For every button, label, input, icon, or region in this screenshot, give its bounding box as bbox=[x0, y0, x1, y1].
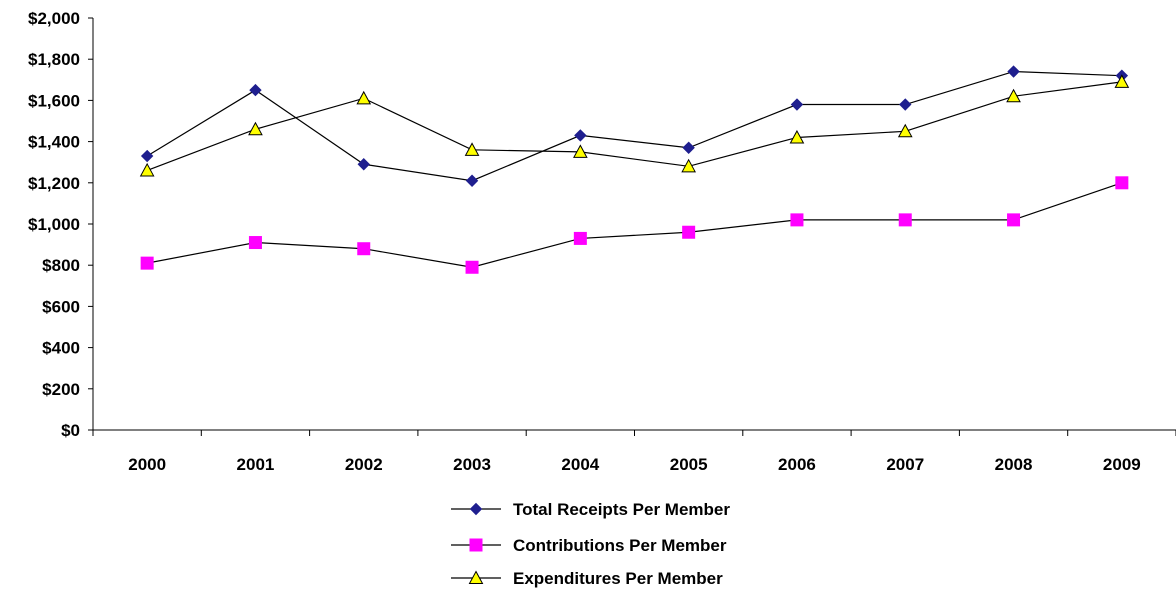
series-line bbox=[146, 70, 1122, 182]
y-tick-label: $600 bbox=[42, 297, 80, 316]
data-point bbox=[357, 158, 370, 171]
series-total-receipts-per-member bbox=[140, 65, 1129, 187]
data-point bbox=[682, 141, 695, 154]
series-expenditures-per-member bbox=[139, 74, 1130, 177]
y-tick-label: $200 bbox=[42, 380, 80, 399]
y-tick-label: $1,600 bbox=[28, 91, 80, 110]
legend-item: Expenditures Per Member bbox=[451, 569, 723, 588]
x-tick-label: 2000 bbox=[128, 455, 166, 474]
data-point bbox=[248, 121, 263, 136]
data-point bbox=[573, 231, 587, 245]
x-tick-label: 2005 bbox=[670, 455, 708, 474]
legend: Total Receipts Per Member Contributions P… bbox=[451, 500, 730, 588]
legend-item: Contributions Per Member bbox=[451, 536, 727, 555]
legend-marker-icon bbox=[469, 502, 483, 516]
data-point bbox=[1006, 88, 1021, 103]
legend-label: Expenditures Per Member bbox=[513, 569, 723, 588]
y-tick-label: $800 bbox=[42, 256, 80, 275]
x-tick-label: 2001 bbox=[237, 455, 275, 474]
x-tick-label: 2004 bbox=[561, 455, 599, 474]
x-tick-label: 2009 bbox=[1103, 455, 1141, 474]
data-point bbox=[574, 129, 587, 142]
x-tick-label: 2008 bbox=[995, 455, 1033, 474]
data-point bbox=[1115, 176, 1129, 190]
y-tick-label: $1,000 bbox=[28, 215, 80, 234]
x-tick-label: 2006 bbox=[778, 455, 816, 474]
data-point bbox=[1007, 213, 1021, 227]
data-point bbox=[140, 256, 154, 270]
y-tick-label: $2,000 bbox=[28, 9, 80, 28]
data-point bbox=[249, 83, 262, 97]
data-point bbox=[899, 98, 912, 111]
y-tick-label: $1,200 bbox=[28, 174, 80, 193]
legend-item: Total Receipts Per Member bbox=[451, 500, 730, 519]
data-point bbox=[898, 213, 912, 227]
y-tick-label: $1,800 bbox=[28, 50, 80, 69]
data-point bbox=[140, 149, 154, 163]
series-line bbox=[146, 81, 1122, 172]
x-tick-label: 2003 bbox=[453, 455, 491, 474]
data-point bbox=[682, 225, 696, 239]
data-point bbox=[790, 213, 804, 227]
data-point bbox=[1007, 65, 1020, 78]
data-point bbox=[248, 236, 262, 250]
data-point bbox=[464, 142, 480, 156]
y-tick-label: $1,400 bbox=[28, 133, 80, 152]
data-point bbox=[139, 162, 155, 177]
legend-marker-icon bbox=[469, 538, 483, 552]
data-point bbox=[789, 129, 805, 144]
data-point bbox=[356, 90, 372, 105]
y-tick-label: $0 bbox=[61, 421, 80, 440]
legend-label: Contributions Per Member bbox=[513, 536, 727, 555]
legend-label: Total Receipts Per Member bbox=[513, 500, 730, 519]
data-point bbox=[573, 144, 588, 158]
x-tick-label: 2002 bbox=[345, 455, 383, 474]
data-point bbox=[790, 98, 804, 111]
data-point bbox=[681, 158, 696, 173]
data-point bbox=[357, 242, 371, 256]
legend-marker-icon bbox=[468, 570, 484, 584]
y-tick-label: $400 bbox=[42, 339, 80, 358]
data-point bbox=[465, 260, 479, 274]
data-point bbox=[897, 123, 913, 138]
data-point bbox=[465, 174, 479, 187]
x-tick-label: 2007 bbox=[886, 455, 924, 474]
series-contributions-per-member bbox=[140, 176, 1129, 274]
series-line bbox=[147, 182, 1123, 268]
data-point bbox=[1114, 74, 1130, 88]
